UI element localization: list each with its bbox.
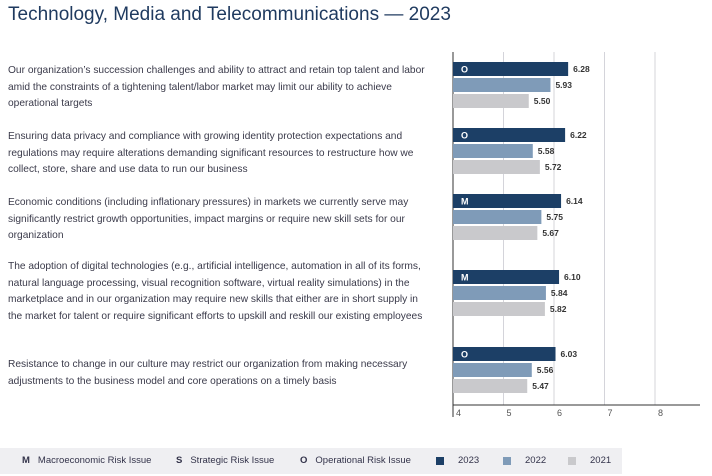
legend-label-strategic: Strategic Risk Issue: [190, 455, 275, 466]
legend-code-m: M: [22, 455, 30, 466]
bar-risk2-2023: [453, 128, 566, 142]
value-label-risk5-2021: 5.47: [532, 381, 549, 391]
risk-code-5: O: [461, 350, 468, 360]
risk-description-5: Resistance to change in our culture may …: [8, 359, 408, 387]
bar-risk3-2022: [453, 210, 542, 224]
value-label-risk5-2022: 5.56: [537, 365, 554, 375]
risk-code-4: M: [461, 273, 469, 283]
legend-label-2022: 2022: [525, 455, 547, 466]
legend-label-2021: 2021: [590, 455, 612, 466]
bar-risk3-2021: [453, 226, 538, 240]
value-label-risk4-2022: 5.84: [551, 288, 568, 298]
legend-item-strategic: S Strategic Risk Issue: [176, 455, 274, 466]
bar-risk5-2023: [453, 347, 556, 361]
legend-swatch-2021: [568, 456, 576, 465]
value-label-risk5-2023: 6.03: [561, 349, 578, 359]
legend-label-operational: Operational Risk Issue: [315, 455, 411, 466]
bar-chart: 4 5 6 7 8 6.285.93 5.50 O 6.22 5.58 5.72 O 6.145.75 5…: [452, 52, 700, 418]
legend-code-o: O: [300, 455, 308, 466]
legend-item-2023: 2023: [436, 455, 479, 466]
legend: M Macroeconomic Risk Issue S Strategic R…: [0, 448, 622, 474]
bar-risk2-2022: [453, 144, 533, 158]
risk-code-3: M: [461, 197, 469, 207]
value-label-risk2-2022: 5.58: [538, 146, 555, 156]
x-tick-label-6: 6: [557, 408, 562, 418]
risk-code-1: O: [461, 65, 468, 75]
legend-item-2022: 2022: [503, 455, 546, 466]
legend-item-operational: O Operational Risk Issue: [300, 455, 411, 466]
x-tick-label-7: 7: [608, 408, 613, 418]
legend-label-2023: 2023: [458, 455, 480, 466]
bar-risk1-2021: [453, 94, 529, 108]
bar-risk4-2022: [453, 286, 546, 300]
legend-swatch-2022: [503, 456, 511, 465]
bar-risk4-2023: [453, 270, 560, 284]
legend-item-2021: 2021: [568, 455, 611, 466]
bar-risk2-2021: [453, 160, 540, 174]
bar-risk1-2022: [453, 78, 551, 92]
legend-item-macroeconomic: M Macroeconomic Risk Issue: [22, 455, 151, 466]
x-tick-label-5: 5: [507, 408, 512, 418]
value-label-risk3-2022: 5.75: [546, 212, 563, 222]
value-label-risk3-2021: 5.67: [542, 228, 559, 238]
bar-risk1-2023: [453, 62, 569, 76]
value-label-risk1-2022: 5.93: [555, 80, 572, 90]
value-label-risk4-2023: 6.10: [564, 272, 581, 282]
risk-description-2: Ensuring data privacy and compliance wit…: [8, 131, 414, 175]
risk-description-3: Economic conditions (including inflation…: [8, 197, 409, 241]
bar-risk3-2023: [453, 194, 562, 208]
risk-code-2: O: [461, 131, 468, 141]
x-tick-label-8: 8: [658, 408, 663, 418]
value-label-risk1-2023: 6.28: [573, 64, 590, 74]
value-label-risk3-2023: 6.14: [566, 196, 583, 206]
legend-swatch-2023: [436, 456, 444, 465]
bar-risk5-2022: [453, 363, 532, 377]
value-label-risk4-2021: 5.82: [550, 304, 567, 314]
legend-label-macroeconomic: Macroeconomic Risk Issue: [37, 455, 152, 466]
value-label-risk2-2021: 5.72: [545, 162, 562, 172]
value-label-risk2-2023: 6.22: [570, 130, 587, 140]
risk-description-4: The adoption of digital technologies (e.…: [8, 261, 423, 322]
x-tick-label-4: 4: [456, 408, 461, 418]
bar-risk4-2021: [453, 302, 545, 316]
risk-description-1: Our organization’s succession challenges…: [8, 65, 425, 109]
legend-code-s: S: [176, 455, 183, 466]
value-label-risk1-2021: 5.50: [534, 96, 551, 106]
bar-risk5-2021: [453, 379, 528, 393]
chart-title: Technology, Media and Telecommunications…: [8, 4, 451, 25]
